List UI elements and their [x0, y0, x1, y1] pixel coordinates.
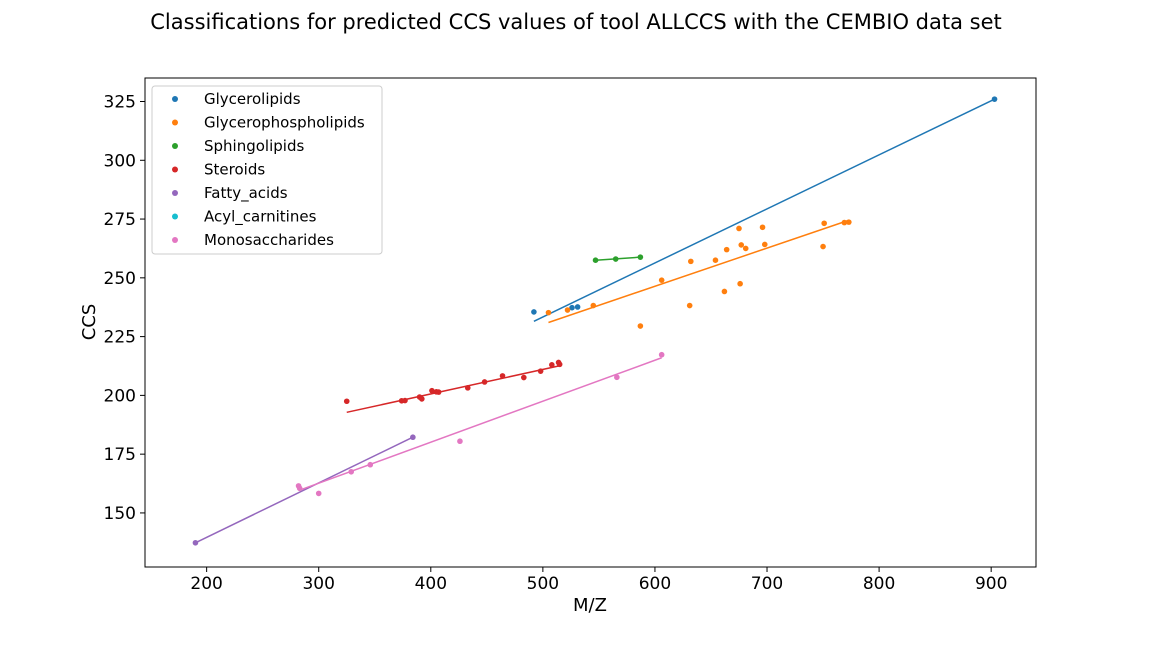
- glycerophospholipids-point: [820, 243, 826, 250]
- y-tick-label: 200: [104, 386, 136, 406]
- monosaccharides-point: [658, 351, 665, 358]
- data-points: [192, 96, 998, 546]
- steroids-point: [402, 397, 408, 404]
- monosaccharides-point: [457, 438, 463, 445]
- x-tick-label: 700: [751, 574, 783, 594]
- glycerophospholipids-point: [841, 219, 848, 226]
- y-axis-label: CCS: [79, 304, 100, 341]
- plot-area: [144, 77, 1037, 568]
- glycerophospholipids-point: [688, 258, 694, 265]
- glycerophospholipids-point: [761, 241, 768, 248]
- glycerophospholipids-point: [846, 219, 852, 225]
- glycerolipids-point: [569, 304, 575, 311]
- monosaccharides-fit-line: [298, 357, 662, 492]
- steroids-point: [435, 389, 442, 395]
- sphingolipids-point: [637, 254, 644, 260]
- glycerophospholipids-point: [686, 302, 693, 309]
- glycerophospholipids-point: [721, 288, 728, 295]
- glycerolipids-point: [574, 304, 581, 310]
- glycerophospholipids-point: [737, 280, 743, 287]
- glycerophospholipids-point: [658, 277, 665, 283]
- steroids-point: [419, 396, 425, 402]
- glycerophospholipids-point: [637, 323, 644, 329]
- glycerophospholipids-point: [759, 224, 766, 231]
- y-tick-label: 150: [104, 504, 136, 524]
- y-tick-label: 325: [104, 93, 136, 113]
- glycerophospholipids-point: [738, 242, 745, 248]
- legend-marker-monosaccharides: [172, 237, 178, 243]
- steroids-fit-line: [346, 365, 560, 414]
- steroids-point: [549, 362, 555, 368]
- legend-label-glycerophospholipids: Glycerophospholipids: [204, 114, 365, 132]
- steroids-point: [429, 387, 435, 394]
- y-tick-label: 250: [104, 269, 136, 289]
- legend-marker-sphingolipids: [172, 143, 178, 149]
- steroids-point: [556, 361, 563, 368]
- x-tick-label: 900: [975, 574, 1007, 594]
- legend-label-fatty-acids: Fatty_acids: [204, 184, 288, 203]
- glycerophospholipids-fit-line: [548, 219, 850, 324]
- steroids-point: [481, 379, 488, 385]
- x-tick-label: 600: [639, 574, 671, 594]
- legend-marker-steroids: [172, 166, 178, 173]
- sphingolipids-point: [612, 256, 619, 262]
- y-tick-label: 275: [104, 210, 136, 230]
- y-tick-label: 175: [104, 445, 136, 465]
- steroids-point: [343, 398, 350, 405]
- x-tick-label: 300: [302, 574, 334, 594]
- glycerolipids-point: [991, 96, 998, 102]
- monosaccharides-point: [348, 468, 355, 475]
- monosaccharides-point: [367, 461, 374, 468]
- y-tick-label: 225: [104, 328, 136, 348]
- monosaccharides-point: [315, 490, 322, 497]
- steroids-point: [537, 368, 544, 374]
- legend: Glycerolipids Glycerophospholipids Sphingo…: [151, 85, 383, 255]
- x-tick-label: 800: [863, 574, 895, 594]
- plot-frame: [144, 77, 1037, 568]
- legend-label-acyl-carnitines: Acyl_carnitines: [204, 208, 317, 227]
- x-axis-label: M/Z: [573, 595, 607, 616]
- legend-label-monosaccharides: Monosaccharides: [204, 231, 334, 249]
- fatty-acids-fit-line: [195, 436, 414, 544]
- fatty-acids-point: [410, 434, 416, 441]
- x-axis: 200 300 400 500 600 700 800 900: [190, 567, 1007, 594]
- x-tick-label: 200: [190, 574, 222, 594]
- legend-box: [151, 85, 383, 255]
- fit-lines: [195, 98, 995, 544]
- legend-marker-glycerophospholipids: [172, 119, 178, 126]
- glycerolipids-point: [531, 309, 537, 315]
- legend-marker-fatty-acids: [172, 190, 178, 196]
- chart-title: Classifications for predicted CCS values…: [150, 10, 1001, 34]
- legend-marker-glycerolipids: [172, 96, 178, 102]
- legend-label-sphingolipids: Sphingolipids: [204, 137, 304, 155]
- glycerophospholipids-point: [723, 246, 730, 253]
- x-tick-label: 500: [527, 574, 559, 594]
- sphingolipids-point: [592, 257, 599, 263]
- glycerophospholipids-point: [564, 307, 571, 313]
- glycerophospholipids-point: [545, 309, 552, 316]
- steroids-point: [521, 374, 527, 381]
- legend-label-glycerolipids: Glycerolipids: [204, 90, 301, 108]
- legend-label-steroids: Steroids: [204, 161, 265, 179]
- x-tick-label: 400: [415, 574, 447, 594]
- glycerolipids-fit-line: [533, 98, 995, 323]
- glycerophospholipids-point: [736, 225, 742, 232]
- steroids-point: [499, 373, 506, 379]
- legend-marker-acyl-carnitines: [172, 213, 178, 220]
- fatty-acids-point: [192, 539, 199, 546]
- y-axis: 150 175 200 225 250 275 300 325: [104, 93, 145, 524]
- glycerophospholipids-point: [742, 245, 749, 252]
- monosaccharides-point: [614, 374, 620, 381]
- y-tick-label: 300: [104, 151, 136, 171]
- glycerophospholipids-point: [821, 220, 827, 227]
- glycerophospholipids-point: [590, 302, 597, 309]
- glycerophospholipids-point: [712, 257, 719, 263]
- steroids-point: [464, 385, 471, 391]
- monosaccharides-point: [296, 485, 303, 492]
